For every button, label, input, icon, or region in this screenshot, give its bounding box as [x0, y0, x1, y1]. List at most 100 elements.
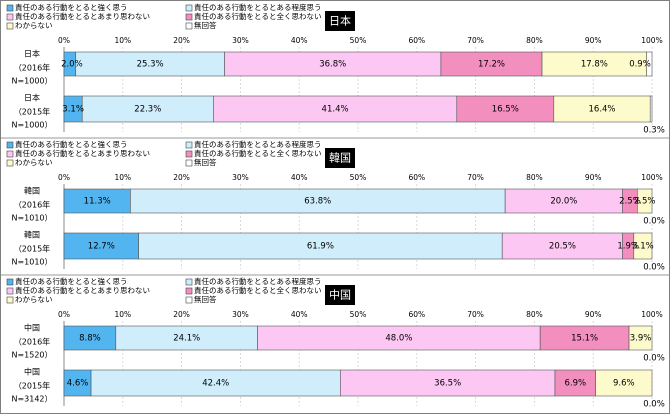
x-tick-label: 50% [350, 310, 367, 319]
bar-segment [63, 369, 92, 397]
x-tick-label: 20% [173, 173, 190, 182]
x-tick-label: 0% [58, 173, 70, 182]
legend-label: 責任のある行動をとると全く思わない [194, 148, 322, 158]
data-label: 4.6% [67, 379, 89, 389]
bar-segment [628, 325, 653, 351]
legend-label: 責任のある行動をとるとある程度思う [194, 276, 322, 286]
chart-title: 韓国 [325, 148, 355, 168]
category-label: N=3142） [11, 395, 52, 404]
category-label: N=1000） [11, 121, 52, 130]
legend-label: 責任のある行動をとるとあまり思わない [15, 11, 150, 21]
legend-label: 責任のある行動をとると全く思わない [194, 285, 322, 295]
bar-segment [501, 232, 623, 260]
chart-title-box [325, 148, 355, 168]
bar-segment [75, 51, 225, 77]
legend-label: 責任のある行動をとるとある程度思う [194, 139, 322, 149]
bar-segment [90, 369, 341, 397]
bar-row-2: 日本 （2015年 N=1000） 3.1% 22.3% 41.4% 16.5% 16.4% 0… [11, 93, 664, 136]
chart-title-text: 韓国 [329, 152, 351, 165]
legend-swatch [6, 296, 14, 304]
legend-swatch [185, 296, 193, 304]
data-label: 11.3% [84, 197, 111, 207]
legend-swatch [185, 141, 193, 149]
x-tick-label: 70% [467, 173, 484, 182]
legend-swatch [6, 22, 14, 30]
legend: 責任のある行動をとると強く思う 責任のある行動をとるとある程度思う責任のある行動を… [6, 276, 322, 304]
x-tick-label: 40% [291, 310, 308, 319]
legend-swatch [6, 141, 14, 149]
bar-segment [554, 369, 596, 397]
bar-segment [553, 95, 651, 123]
data-label: 25.3% [137, 60, 164, 70]
bar-segment [539, 325, 630, 351]
data-label: 0.9% [629, 60, 651, 70]
legend-swatch [185, 287, 193, 295]
x-tick-label: 50% [350, 36, 367, 45]
category-label: 日本 [24, 93, 40, 103]
chart-title-text: 日本 [329, 14, 351, 28]
bar-segment [340, 369, 556, 397]
data-label: 24.1% [173, 334, 200, 344]
x-tick-label: 10% [114, 36, 131, 45]
bar-row-1: 日本 （2016年 N=1000） 2.0% 25.3% 36.8% 17.2% 17.8% 0… [11, 49, 653, 86]
category-label: （2016年 [14, 200, 50, 210]
bar-segment [649, 95, 653, 123]
chart-title-text: 中国 [329, 289, 351, 302]
legend-label: わからない [15, 158, 53, 167]
x-tick-label: 100% [641, 36, 662, 45]
category-label: N=1000） [11, 77, 52, 86]
legend-label: 責任のある行動をとると全く思わない [194, 11, 322, 21]
x-tick-label: 100% [641, 173, 662, 182]
bar-segment [130, 188, 506, 214]
bar-segment [541, 51, 648, 77]
x-tick-label: 40% [291, 36, 308, 45]
x-tick-label: 60% [408, 310, 425, 319]
legend-label: 責任のある行動をとると強く思う [15, 276, 128, 286]
data-label: 20.5% [549, 242, 576, 252]
data-label: 20.0% [550, 197, 577, 207]
chart-panel-3: 責任のある行動をとると強く思う 責任のある行動をとるとある程度思う責任のある行動を… [1, 274, 669, 410]
legend-swatch [6, 150, 14, 158]
legend-label: わからない [15, 295, 53, 304]
x-tick-label: 30% [232, 36, 249, 45]
x-tick-label: 70% [467, 36, 484, 45]
data-label: 0.0% [643, 354, 665, 364]
category-label: 韓国 [24, 230, 40, 240]
data-label: 3.1% [62, 105, 84, 115]
data-label: 0.0% [643, 263, 665, 273]
chart-panel-1: 責任のある行動をとると強く思う 責任のある行動をとるとある程度思う責任のある行動を… [6, 2, 665, 136]
bar-segment [213, 95, 458, 123]
category-label: （2016年 [14, 337, 50, 347]
x-tick-label: 20% [173, 36, 190, 45]
bar-segment [595, 369, 653, 397]
bar-segment [637, 188, 653, 214]
data-label: 0.3% [643, 126, 665, 136]
legend-swatch [6, 278, 14, 286]
bar-segment [115, 325, 258, 351]
x-tick-label: 80% [526, 173, 543, 182]
legend-label: 責任のある行動をとるとある程度思う [194, 2, 322, 12]
legend-label: 責任のある行動をとるとあまり思わない [15, 285, 150, 295]
data-label: 2.0% [61, 60, 83, 70]
legend: 責任のある行動をとると強く思う 責任のある行動をとるとある程度思う責任のある行動を… [6, 139, 322, 167]
data-label: 17.8% [581, 60, 608, 70]
legend-label: 無回答 [194, 20, 217, 30]
data-label: 41.4% [322, 105, 349, 115]
legend-swatch [185, 22, 193, 30]
x-tick-label: 10% [114, 173, 131, 182]
data-label: 42.4% [202, 379, 229, 389]
legend-swatch [6, 4, 14, 12]
data-label: 36.5% [434, 379, 461, 389]
bar-segment [63, 188, 131, 214]
bar-segment [633, 232, 653, 260]
data-label: 48.0% [385, 334, 412, 344]
data-label: 61.9% [307, 242, 334, 252]
data-label: 3.1% [632, 242, 654, 252]
bar-segment [440, 51, 543, 77]
chart-title-box [325, 285, 355, 305]
legend-label: 無回答 [194, 157, 217, 167]
data-label: 63.8% [304, 197, 331, 207]
category-label: （2016年 [14, 63, 50, 73]
x-tick-label: 60% [408, 173, 425, 182]
